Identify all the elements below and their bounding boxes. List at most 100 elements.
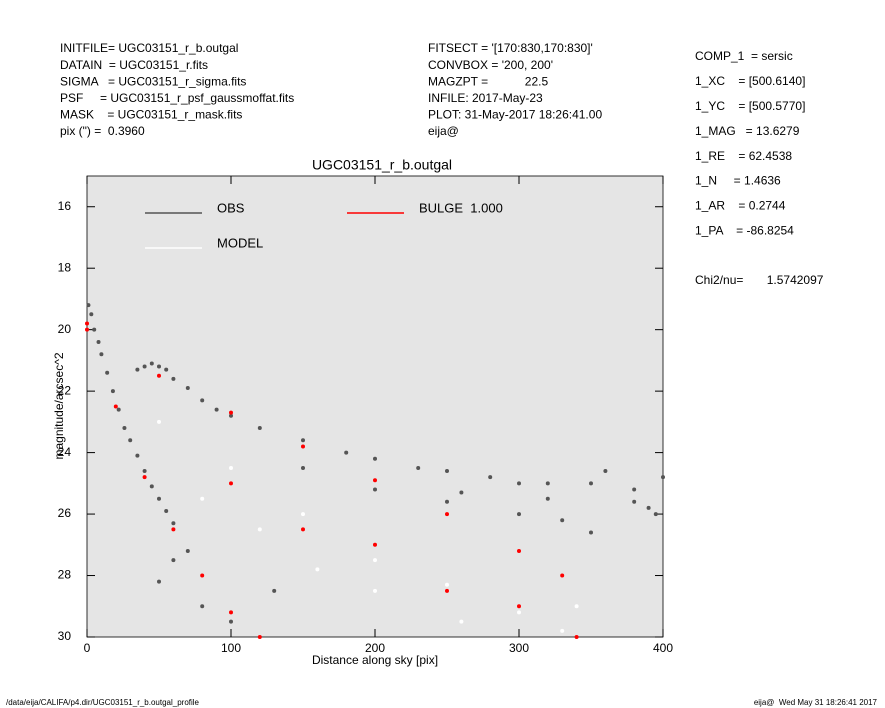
- data-point: [85, 327, 89, 332]
- fit-parameter: 1_MAG = 13.6279: [695, 124, 800, 138]
- header-middle-line: MAGZPT = 22.5: [428, 74, 548, 88]
- data-point: [185, 548, 190, 553]
- x-tick-label: 300: [509, 641, 529, 655]
- data-point: [560, 573, 565, 578]
- data-point: [603, 469, 608, 474]
- data-point: [488, 475, 493, 480]
- data-point: [517, 604, 521, 609]
- header-middle-line: INFILE: 2017-May-23: [428, 91, 543, 105]
- data-point: [445, 582, 449, 587]
- data-point: [229, 465, 233, 470]
- y-tick-label: 20: [58, 322, 72, 336]
- x-tick-label: 100: [221, 641, 241, 655]
- y-tick-label: 26: [58, 506, 72, 520]
- data-point: [96, 339, 101, 344]
- fit-parameter: 1_YC = [500.5770]: [695, 99, 805, 113]
- data-point: [301, 444, 305, 449]
- data-point: [157, 496, 161, 501]
- y-tick-label: 18: [58, 260, 72, 274]
- data-point: [116, 407, 121, 412]
- plot-area: [86, 175, 664, 638]
- header-middle-line: eija@: [428, 124, 459, 138]
- header-left-line: INITFILE= UGC03151_r_b.outgal: [60, 41, 238, 55]
- legend-label: OBS: [217, 200, 245, 215]
- data-point: [560, 518, 565, 523]
- header-left-line: DATAIN = UGC03151_r.fits: [60, 58, 208, 72]
- data-point: [373, 588, 377, 593]
- data-point: [149, 484, 154, 489]
- data-point: [164, 508, 169, 513]
- data-point: [229, 481, 233, 486]
- data-point: [517, 512, 521, 517]
- data-point: [185, 386, 190, 391]
- data-point: [200, 573, 205, 578]
- data-point: [229, 610, 233, 615]
- x-tick-label: 400: [653, 641, 673, 655]
- fit-parameter: 1_PA = -86.8254: [695, 223, 794, 237]
- data-point: [632, 487, 637, 492]
- data-point: [92, 327, 97, 332]
- data-point: [301, 527, 305, 532]
- chi2: Chi2/nu= 1.5742097: [695, 273, 824, 287]
- data-point: [157, 364, 161, 369]
- data-point: [646, 505, 651, 510]
- data-point: [200, 604, 205, 609]
- data-point: [574, 604, 579, 609]
- footer-stamp: eija@ Wed May 31 18:26:41 2017: [754, 698, 878, 707]
- data-point: [110, 389, 115, 394]
- data-point: [85, 321, 89, 326]
- data-point: [99, 352, 104, 357]
- data-point: [89, 312, 94, 317]
- legend-label: BULGE 1.000: [419, 200, 503, 215]
- data-point: [229, 619, 233, 624]
- data-point: [171, 558, 176, 563]
- data-point: [200, 398, 205, 403]
- data-point: [257, 426, 262, 431]
- data-point: [301, 438, 305, 443]
- data-point: [459, 619, 464, 624]
- data-point: [517, 548, 521, 553]
- x-tick-label: 0: [84, 641, 91, 655]
- data-point: [229, 410, 233, 415]
- header-left-line: SIGMA = UGC03151_r_sigma.fits: [60, 74, 246, 88]
- data-point: [445, 512, 449, 517]
- data-point: [459, 490, 464, 495]
- y-tick-label: 16: [58, 199, 72, 213]
- y-axis-label: magnitude/arcsec^2: [52, 352, 66, 459]
- data-point: [517, 610, 521, 615]
- data-point: [171, 376, 176, 381]
- y-tick-label: 28: [58, 568, 72, 582]
- fit-parameter: 1_N = 1.4636: [695, 174, 781, 188]
- data-point: [229, 413, 233, 418]
- fit-parameter: 1_RE = 62.4538: [695, 149, 792, 163]
- data-point: [416, 465, 421, 470]
- footer-path: /data/eija/CALIFA/p4.dir/UGC03151_r_b.ou…: [6, 698, 200, 707]
- chart-title: UGC03151_r_b.outgal: [312, 157, 452, 173]
- data-point: [545, 496, 550, 501]
- data-point: [661, 475, 665, 480]
- header-left-line: MASK = UGC03151_r_mask.fits: [60, 108, 242, 122]
- data-point: [517, 481, 521, 486]
- data-point: [653, 512, 658, 517]
- data-point: [149, 361, 154, 366]
- data-point: [373, 558, 377, 563]
- y-tick-label: 24: [58, 445, 72, 459]
- data-point: [344, 450, 349, 455]
- data-point: [445, 469, 449, 474]
- data-point: [214, 407, 219, 412]
- data-point: [171, 521, 176, 526]
- data-point: [373, 456, 377, 461]
- data-point: [122, 426, 127, 431]
- data-point: [200, 496, 205, 501]
- data-point: [135, 367, 140, 372]
- data-point: [142, 364, 147, 369]
- data-point: [142, 475, 147, 480]
- data-point: [589, 530, 593, 535]
- data-point: [574, 635, 579, 639]
- data-point: [157, 373, 161, 378]
- y-tick-label: 22: [58, 383, 72, 397]
- header-middle-line: CONVBOX = '200, 200': [428, 58, 553, 72]
- data-point: [560, 628, 565, 633]
- data-point: [272, 588, 277, 593]
